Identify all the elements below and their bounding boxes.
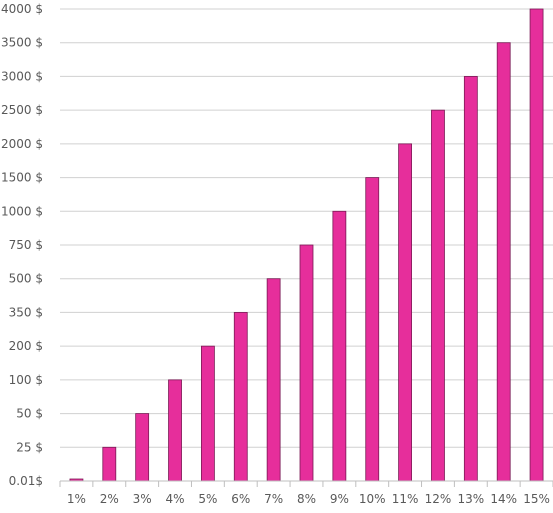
x-tick-label: 14%	[490, 492, 517, 506]
bar-6%	[233, 312, 248, 482]
bar-7%	[266, 278, 281, 482]
x-axis-tick-labels: 1% 2% 3% 4% 5% 6% 7% 8% 9% 10% 11% 12% 13% 14% 15%	[67, 492, 550, 506]
bar-12%	[431, 109, 445, 482]
y-tick-label: 0.01$	[9, 474, 43, 488]
bar-8%	[299, 244, 314, 482]
x-tick-label: 15%	[523, 492, 550, 506]
x-tick-label: 10%	[359, 492, 386, 506]
y-tick-label: 1500 $	[1, 171, 43, 185]
bar-13%	[463, 76, 478, 482]
y-tick-label: 50 $	[16, 407, 43, 421]
y-tick-label: 350 $	[9, 305, 43, 319]
y-tick-label: 200 $	[9, 339, 43, 353]
y-tick-label: 500 $	[9, 272, 43, 286]
x-tick-label: 4%	[166, 492, 185, 506]
x-tick-label: 8%	[297, 492, 316, 506]
bar-11%	[398, 143, 413, 482]
x-tick-label: 3%	[133, 492, 152, 506]
bar-10%	[365, 177, 380, 482]
y-tick-label: 750 $	[9, 238, 43, 252]
x-tick-label: 11%	[392, 492, 419, 506]
y-tick-label: 2500 $	[1, 103, 43, 117]
bar-3%	[135, 413, 150, 482]
x-tick-label: 1%	[67, 492, 86, 506]
bar-4%	[168, 379, 182, 482]
x-tick-label: 7%	[264, 492, 283, 506]
bar-14%	[496, 42, 511, 482]
x-tick-label: 5%	[198, 492, 217, 506]
axes	[59, 480, 553, 487]
x-tick-label: 12%	[425, 492, 452, 506]
bar-15%	[529, 8, 544, 482]
x-tick-label: 6%	[231, 492, 250, 506]
y-tick-label: 3000 $	[1, 69, 43, 83]
bar-2%	[102, 446, 117, 482]
x-tick-label: 9%	[330, 492, 349, 506]
x-tick-label: 2%	[100, 492, 119, 506]
y-tick-label: 2000 $	[1, 137, 43, 151]
bars	[69, 8, 544, 482]
y-axis-tick-labels: 0.01$ 25 $ 50 $ 100 $ 200 $ 350 $ 500 $ 750 $ 10…	[1, 2, 43, 488]
y-tick-label: 3500 $	[1, 36, 43, 50]
bar-9%	[332, 210, 347, 482]
bar-5%	[200, 345, 215, 482]
y-tick-label: 25 $	[16, 440, 43, 454]
y-tick-label: 4000 $	[1, 2, 43, 16]
x-tick-label: 13%	[457, 492, 484, 506]
y-tick-label: 1000 $	[1, 204, 43, 218]
y-tick-label: 100 $	[9, 373, 43, 387]
